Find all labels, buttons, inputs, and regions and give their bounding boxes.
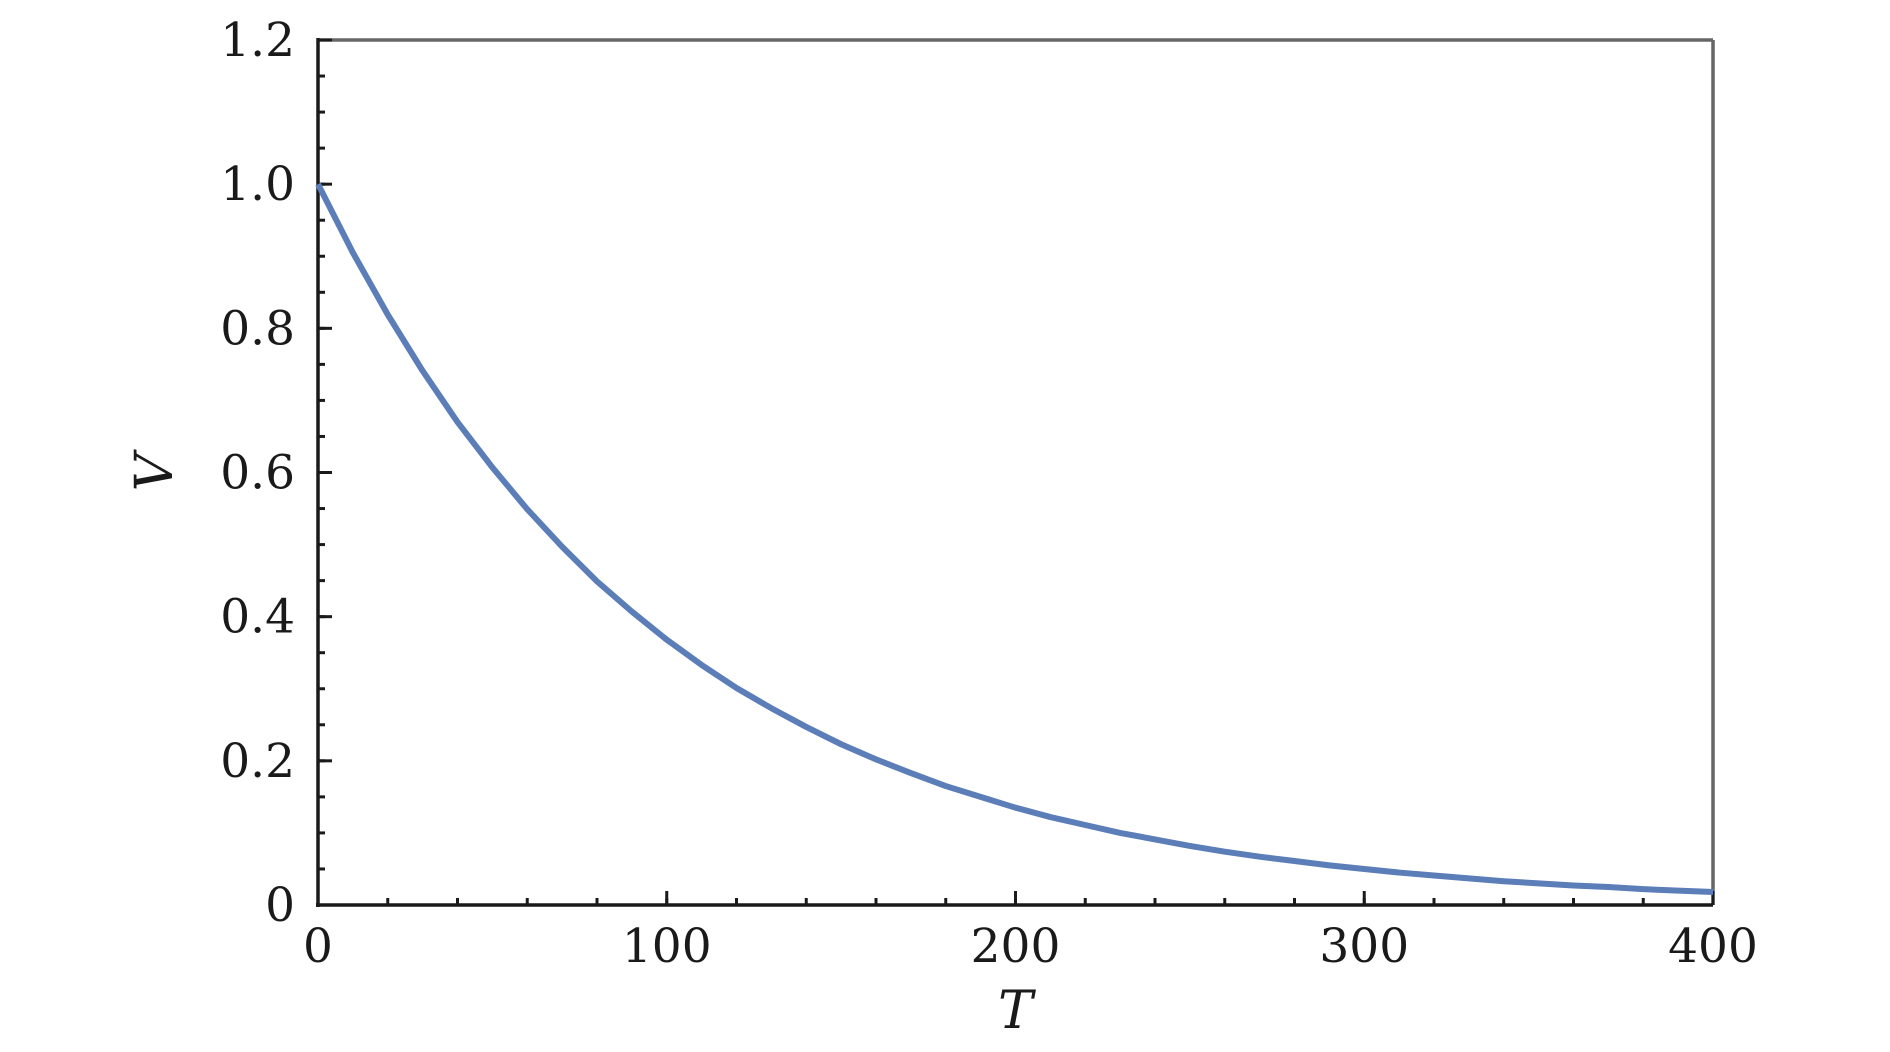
- y-tick-label: 0.8: [220, 301, 295, 356]
- series-layer: [315, 182, 1714, 896]
- x-tick-label: 200: [971, 919, 1061, 974]
- plot-frame: [316, 38, 1715, 907]
- x-tick-labels: 0 100 200 300 400: [303, 919, 1758, 974]
- y-tick-labels: 0 0.2 0.4 0.6 0.8 1.0 1.2: [220, 13, 295, 933]
- y-tick-label: 1.0: [220, 157, 295, 212]
- x-axis-title: T: [998, 981, 1036, 1041]
- x-tick-label: 400: [1668, 919, 1758, 974]
- y-tick-label: 0.6: [220, 446, 295, 501]
- major-ticks: [316, 38, 1715, 907]
- x-tick-label: 0: [303, 919, 333, 974]
- y-axis-title: V: [125, 449, 185, 491]
- y-tick-label: 1.2: [220, 13, 295, 68]
- x-tick-label: 100: [622, 919, 712, 974]
- minor-ticks: [316, 38, 1715, 907]
- y-tick-label: 0.4: [220, 590, 295, 645]
- y-tick-label: 0.2: [220, 734, 295, 789]
- x-tick-label: 300: [1319, 919, 1409, 974]
- series-line: [315, 182, 1714, 896]
- y-tick-label: 0: [265, 878, 295, 933]
